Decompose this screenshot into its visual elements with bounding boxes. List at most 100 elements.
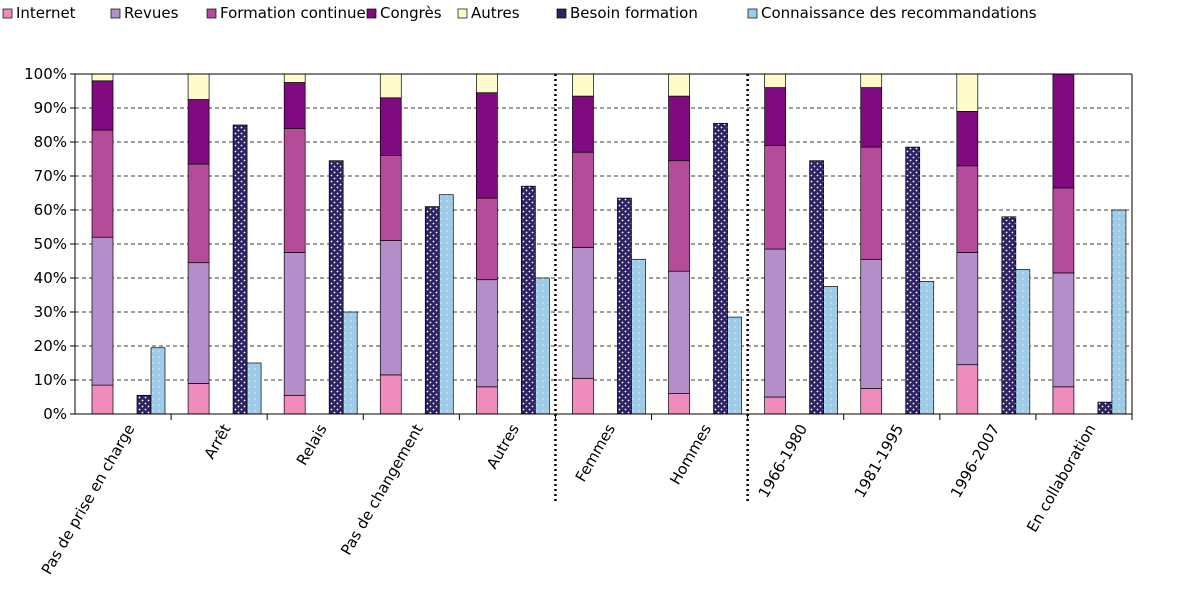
bar-besoin-formation <box>809 160 824 415</box>
bar-besoin-formation <box>521 185 536 415</box>
category-group-pas-de-prise-en-charge <box>91 73 166 415</box>
bar-revues <box>283 252 306 396</box>
bar-besoin-formation <box>328 160 344 415</box>
y-tick-label: 60% <box>34 201 67 219</box>
x-tick-label: Femmes <box>572 421 619 485</box>
bar-revues <box>187 262 210 384</box>
bar-internet <box>764 396 786 415</box>
category-group-en-collaboration <box>1052 73 1127 415</box>
bar-congres <box>572 95 594 153</box>
y-tick-label: 40% <box>34 269 67 287</box>
bar-internet <box>1052 386 1075 415</box>
y-tick-label: 30% <box>34 303 67 321</box>
bar-formation-continue <box>1052 187 1075 274</box>
bar-connaissance-des-recommandations <box>919 281 935 415</box>
bar-autres <box>764 73 786 88</box>
bar-formation-continue <box>764 145 786 250</box>
y-tick-label: 10% <box>34 371 67 389</box>
legend-label: Autres <box>471 4 520 22</box>
bar-formation-continue <box>379 155 402 241</box>
x-tick-label: Hommes <box>666 421 715 488</box>
bars <box>91 73 1127 415</box>
legend-item-besoin-formation: Besoin formation <box>556 4 698 22</box>
bar-revues <box>1052 272 1075 388</box>
bar-formation-continue <box>860 146 883 260</box>
legend-label: Internet <box>16 4 76 22</box>
y-tick-label: 50% <box>34 235 67 253</box>
bar-autres <box>476 73 498 94</box>
category-group-femmes <box>572 73 646 415</box>
bar-internet <box>283 394 306 415</box>
bar-connaissance-des-recommandations <box>246 362 262 415</box>
bar-connaissance-des-recommandations <box>1015 269 1031 415</box>
legend-item-internet: Internet <box>2 4 76 22</box>
y-tick-label: 100% <box>24 65 67 83</box>
bar-connaissance-des-recommandations <box>823 286 838 415</box>
x-tick-label: 1996-2007 <box>947 421 1003 501</box>
bar-formation-continue <box>91 129 114 238</box>
bar-formation-continue <box>572 151 594 248</box>
legend-label: Congrès <box>380 4 442 22</box>
bar-revues <box>956 252 979 366</box>
x-tick-labels: Pas de prise en charge Arrêt Relais Pas de … <box>38 421 1100 578</box>
bar-connaissance-des-recommandations <box>535 277 550 415</box>
legend-label: Connaissance des recommandations <box>761 4 1037 22</box>
bar-autres <box>187 73 210 100</box>
bar-formation-continue <box>956 165 979 253</box>
bar-autres <box>379 73 402 99</box>
bar-connaissance-des-recommandations <box>727 316 742 415</box>
bar-revues <box>668 270 690 394</box>
bar-besoin-formation <box>617 197 632 415</box>
legend-item-autres: Autres <box>457 4 520 22</box>
category-group-1996-2007 <box>956 73 1031 415</box>
legend-swatch <box>110 8 121 19</box>
legend-swatch <box>457 8 468 19</box>
bar-autres <box>572 73 594 97</box>
category-group-1966-1980 <box>764 73 838 415</box>
y-tick-label: 0% <box>43 405 67 423</box>
x-tick-label: Autres <box>483 421 523 472</box>
bar-revues <box>860 258 883 389</box>
bar-connaissance-des-recommandations <box>438 194 454 415</box>
y-tick-label: 20% <box>34 337 67 355</box>
category-group-hommes <box>668 73 742 415</box>
bar-congres <box>668 95 690 162</box>
bar-formation-continue <box>476 197 498 281</box>
bar-congres <box>860 87 883 148</box>
y-tick-label: 80% <box>34 133 67 151</box>
category-group-arret <box>187 73 262 415</box>
bar-internet <box>668 393 690 415</box>
bar-autres <box>860 73 883 88</box>
bar-connaissance-des-recommandations <box>342 311 358 415</box>
legend-item-congres: Congrès <box>366 4 442 22</box>
y-tick-label: 90% <box>34 99 67 117</box>
x-tick-label: 1966-1980 <box>755 421 811 501</box>
bar-besoin-formation <box>905 146 921 415</box>
bar-internet <box>187 383 210 415</box>
bar-connaissance-des-recommandations <box>1111 209 1127 415</box>
bar-besoin-formation <box>136 394 152 415</box>
bar-autres <box>283 73 306 83</box>
legend-swatch <box>2 8 13 19</box>
bar-autres <box>668 73 690 97</box>
legend-swatch <box>206 8 217 19</box>
x-tick-label: En collaboration <box>1023 421 1099 535</box>
category-group-1981-1995 <box>860 73 935 415</box>
bar-revues <box>572 247 594 379</box>
category-group-pas-de-changement <box>379 73 454 415</box>
bar-internet <box>476 386 498 415</box>
bar-internet <box>956 364 979 415</box>
bar-revues <box>379 240 402 376</box>
category-group-relais <box>283 73 358 415</box>
bar-formation-continue <box>668 160 690 272</box>
bar-besoin-formation <box>424 206 440 415</box>
bar-besoin-formation <box>1097 401 1113 415</box>
bar-revues <box>476 279 498 388</box>
bar-congres <box>956 111 979 167</box>
x-tick-label: Pas de changement <box>337 421 427 558</box>
y-tick-labels: 0% 10% 20% 30% 40% 50% 60% 70% 80% 90% 100% <box>24 65 67 423</box>
bar-connaissance-des-recommandations <box>631 258 646 415</box>
x-tick-label: 1981-1995 <box>851 421 907 501</box>
